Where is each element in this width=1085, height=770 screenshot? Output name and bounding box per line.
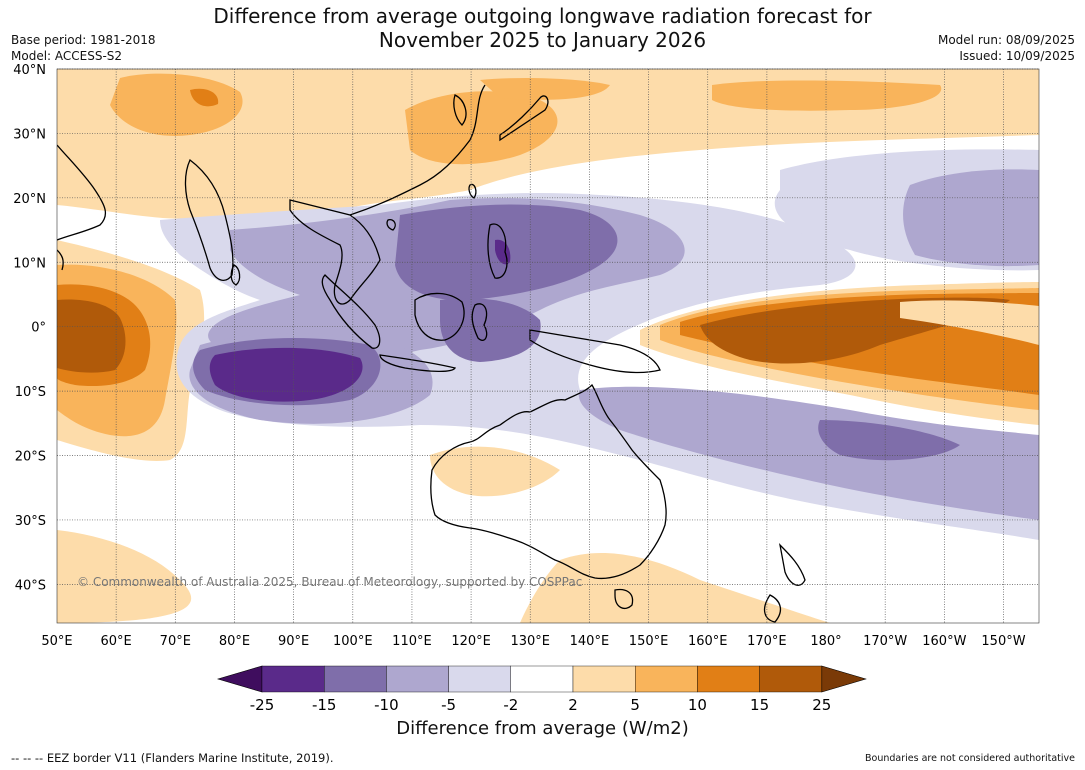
longitude-label: 100°E (333, 634, 373, 649)
colorbar-max-arrow (821, 665, 867, 693)
model-text: Model: ACCESS-S2 (11, 49, 123, 63)
longitude-label: 130°E (510, 634, 550, 649)
meta-left: Base period: 1981-2018 Model: ACCESS-S2 (11, 32, 156, 64)
title-line-1: Difference from average outgoing longwav… (213, 4, 872, 28)
colorbar-tick-label: 5 (630, 696, 640, 714)
longitude-label: 70°E (160, 634, 191, 649)
colorbar-tick-label: 15 (750, 696, 769, 714)
colorbar-bin (510, 665, 574, 693)
longitude-label: 60°E (101, 634, 132, 649)
colorbar-tick-label: 25 (812, 696, 831, 714)
latitude-label: 40°S (15, 578, 46, 593)
disclaimer-text: Boundaries are not considered authoritat… (865, 753, 1075, 764)
longitude-label: 120°E (451, 634, 491, 649)
colorbar-tick-label: -5 (441, 696, 456, 714)
colorbar-bin (448, 665, 512, 693)
colorbar-bin (759, 665, 822, 693)
longitude-label: 150°W (981, 634, 1025, 649)
issued-text: Issued: 10/09/2025 (959, 49, 1075, 63)
longitude-label: 150°E (629, 634, 669, 649)
latitude-label: 20°S (15, 450, 46, 465)
colorbar-bin (635, 665, 698, 693)
colorbar: -25 -15 -10 -5 -2 2 5 10 15 25 (216, 665, 867, 714)
colorbar-bin (261, 665, 325, 693)
colorbar-tick-label: -2 (503, 696, 518, 714)
colorbar-bin (386, 665, 449, 693)
latitude-label: 10°N (13, 256, 46, 271)
meta-right: Model run: 08/09/2025 Issued: 10/09/2025 (938, 32, 1075, 64)
longitude-label: 170°W (863, 634, 907, 649)
eez-legend-text: -- -- -- EEZ border V11 (Flanders Marine… (11, 751, 334, 765)
longitude-label: 110°E (392, 634, 432, 649)
colorbar-tick-label: -15 (312, 696, 337, 714)
latitude-label: 40°N (13, 63, 46, 78)
longitude-label: 160°W (922, 634, 966, 649)
latitude-label: 20°N (13, 192, 46, 207)
colorbar-tick-label: 2 (568, 696, 578, 714)
colorbar-tick-label: 10 (688, 696, 707, 714)
title-line-2: November 2025 to January 2026 (378, 28, 707, 52)
latitude-label: 10°S (15, 385, 46, 400)
latitude-labels: 40°N 30°N 20°N 10°N 0° 10°S 20°S 30°S 40°S (13, 63, 46, 593)
longitude-label: 140°E (570, 634, 610, 649)
coastlines (57, 84, 806, 623)
map-frame (56, 68, 1040, 624)
latitude-label: 0° (31, 321, 46, 336)
colorbar-bin (324, 665, 387, 693)
longitude-label: 90°E (278, 634, 309, 649)
colorbar-label: Difference from average (W/m2) (396, 718, 689, 739)
colorbar-tick-label: -10 (374, 696, 399, 714)
longitude-label: 80°E (219, 634, 250, 649)
longitude-labels: 50°E 60°E 70°E 80°E 90°E 100°E 110°E 120°E 130°E… (41, 634, 1025, 649)
base-period-text: Base period: 1981-2018 (11, 33, 156, 47)
longitude-label: 180° (810, 634, 841, 649)
chart-title: Difference from average outgoing longwav… (0, 4, 1085, 52)
colorbar-min-arrow (216, 665, 263, 693)
model-run-text: Model run: 08/09/2025 (937, 33, 1075, 47)
colorbar-bin (697, 665, 760, 693)
latitude-label: 30°N (13, 127, 46, 142)
latitude-label: 30°S (15, 514, 46, 529)
longitude-label: 160°E (688, 634, 728, 649)
colorbar-bin (572, 665, 636, 693)
longitude-label: 50°E (41, 634, 72, 649)
copyright-text: © Commonwealth of Australia 2025, Bureau… (77, 575, 582, 589)
longitude-label: 170°E (747, 634, 787, 649)
colorbar-tick-label: -25 (250, 696, 275, 714)
